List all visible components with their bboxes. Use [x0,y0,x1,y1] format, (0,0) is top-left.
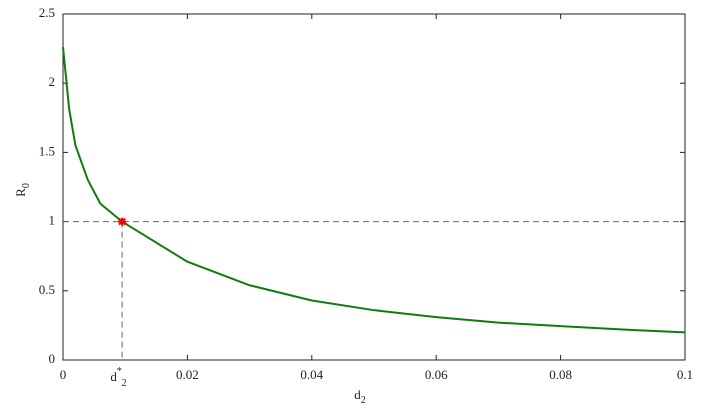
x-tick-label: 0 [60,367,67,382]
y-label-base: R [13,188,28,197]
marker-label-sub: 2 [122,378,127,389]
y-tick-label: 0 [49,351,56,366]
y-label-sub: 0 [21,183,32,188]
x-tick-label: 0.04 [300,367,323,382]
y-tick-label: 1 [49,213,56,228]
x-tick-label: 0.1 [677,367,693,382]
y-axis-label: R0 [13,183,32,197]
line-series [62,47,686,334]
x-label-sub: 2 [361,395,366,406]
marker-stroke [118,217,126,226]
y-tick-label: 2 [49,74,56,89]
marker-label-base: d [110,369,117,384]
x-axis-label: d2 [354,387,366,406]
plot-box [62,13,686,361]
x-tick-label: 0.08 [549,367,572,382]
x-tick-label: 0.06 [425,367,448,382]
marker-label-sup: * [117,366,122,377]
x-tick-label: 0.02 [176,367,199,382]
y-tick-label: 2.5 [39,5,55,20]
y-tick-label: 0.5 [39,282,55,297]
x-label-base: d [354,387,361,402]
marker-label: d*2 [110,366,126,389]
y-tick-label: 1.5 [39,143,55,158]
marker [118,217,127,226]
